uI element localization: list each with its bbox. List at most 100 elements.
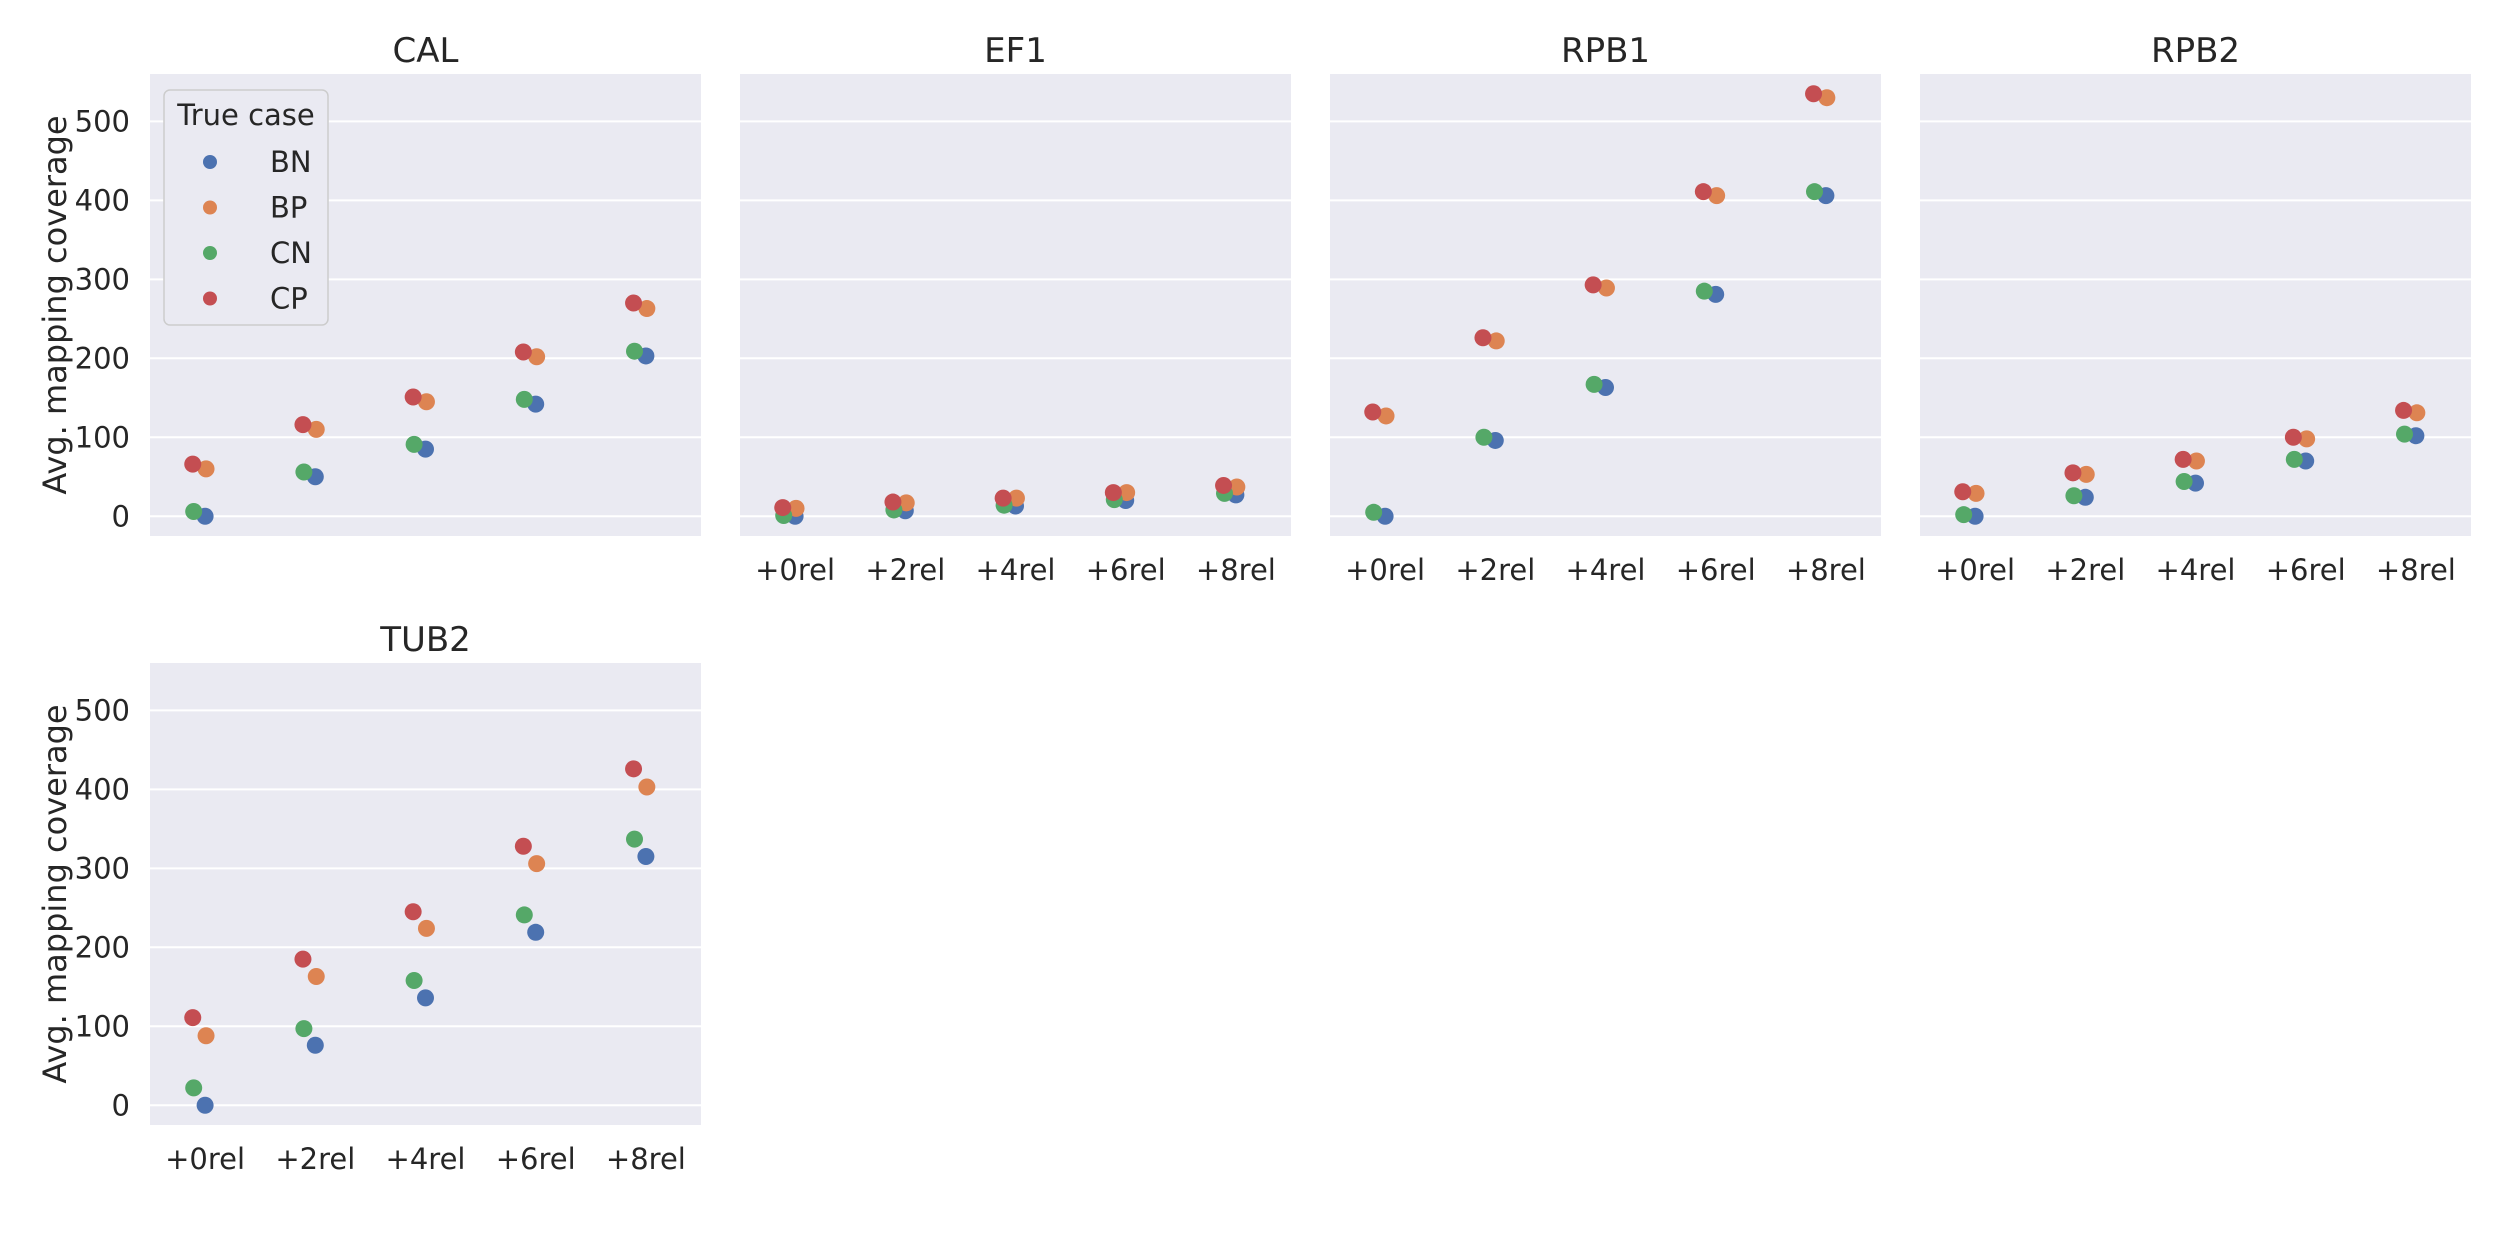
data-point-cp bbox=[994, 489, 1012, 507]
data-point-cn bbox=[185, 1079, 203, 1097]
data-point-cn bbox=[2396, 425, 2413, 443]
data-point-bp bbox=[1487, 332, 1505, 350]
data-point-cn bbox=[185, 503, 203, 521]
data-point-cp bbox=[294, 416, 312, 434]
legend-marker-bn bbox=[203, 155, 217, 169]
data-point-bp bbox=[2408, 404, 2426, 422]
x-tick-label: +8rel bbox=[1786, 553, 1866, 587]
panel-title: CAL bbox=[393, 31, 459, 71]
y-tick-label: 500 bbox=[75, 104, 130, 138]
panel-title: RPB1 bbox=[1561, 31, 1650, 71]
y-tick-label: 100 bbox=[75, 1009, 130, 1043]
x-tick-label: +8rel bbox=[2376, 553, 2456, 587]
data-point-cn bbox=[626, 342, 643, 360]
data-point-bp bbox=[2077, 465, 2095, 483]
data-point-cn bbox=[405, 435, 423, 453]
data-point-cp bbox=[404, 903, 422, 921]
data-point-cp bbox=[1805, 85, 1823, 103]
x-tick-label: +6rel bbox=[2266, 553, 2346, 587]
data-point-bp bbox=[1118, 484, 1136, 502]
data-point-bn bbox=[306, 1036, 324, 1054]
y-tick-label: 200 bbox=[75, 930, 130, 964]
panel-title: RPB2 bbox=[2151, 31, 2240, 71]
data-point-cn bbox=[1585, 375, 1603, 393]
data-point-cn bbox=[1475, 428, 1493, 446]
data-point-bp bbox=[638, 300, 656, 318]
x-tick-label: +4rel bbox=[386, 1142, 466, 1176]
y-tick-label: 100 bbox=[75, 420, 130, 454]
y-tick-label: 400 bbox=[75, 183, 130, 217]
data-point-cp bbox=[1215, 476, 1233, 494]
data-point-cp bbox=[514, 837, 532, 855]
data-point-bp bbox=[1818, 89, 1836, 107]
data-point-cn bbox=[1806, 183, 1823, 201]
data-point-bp bbox=[1708, 187, 1726, 205]
legend-marker-cn bbox=[203, 246, 217, 260]
data-point-bp bbox=[1597, 279, 1615, 297]
data-point-cn bbox=[1695, 282, 1713, 300]
data-point-cp bbox=[184, 1009, 202, 1027]
panel-title: EF1 bbox=[984, 31, 1047, 71]
data-point-bp bbox=[417, 393, 435, 411]
data-point-cp bbox=[1694, 183, 1712, 201]
data-point-bp bbox=[638, 778, 656, 796]
data-point-cp bbox=[625, 760, 643, 778]
data-point-bp bbox=[417, 919, 435, 937]
data-point-cp bbox=[884, 493, 902, 511]
panel-background bbox=[150, 663, 701, 1125]
data-point-cn bbox=[2285, 450, 2303, 468]
panel-background bbox=[740, 74, 1291, 536]
data-point-bp bbox=[307, 968, 325, 986]
data-point-bp bbox=[528, 348, 546, 366]
data-point-bp bbox=[1967, 484, 1985, 502]
x-tick-label: +0rel bbox=[1345, 553, 1425, 587]
legend-label: BN bbox=[270, 145, 312, 179]
data-point-cp bbox=[1584, 276, 1602, 294]
y-tick-label: 0 bbox=[112, 1088, 130, 1122]
y-axis-label: Avg. mapping coverage bbox=[36, 115, 74, 494]
legend-label: CN bbox=[270, 236, 312, 270]
data-point-cp bbox=[514, 343, 532, 361]
data-point-cp bbox=[1474, 329, 1492, 347]
data-point-cp bbox=[1104, 484, 1122, 502]
data-point-bp bbox=[897, 494, 915, 512]
data-point-bp bbox=[197, 1027, 215, 1045]
data-point-bp bbox=[2298, 430, 2316, 448]
data-point-bp bbox=[2187, 452, 2205, 470]
legend-label: CP bbox=[270, 282, 308, 316]
data-point-cn bbox=[515, 390, 533, 408]
x-tick-label: +0rel bbox=[1935, 553, 2015, 587]
x-tick-label: +8rel bbox=[1196, 553, 1276, 587]
data-point-cp bbox=[625, 294, 643, 312]
data-point-bn bbox=[417, 989, 434, 1007]
data-point-bp bbox=[787, 499, 805, 517]
data-point-cp bbox=[404, 388, 422, 406]
x-tick-label: +2rel bbox=[1455, 553, 1535, 587]
data-point-cp bbox=[2174, 450, 2192, 468]
legend-marker-cp bbox=[203, 291, 217, 306]
data-point-cp bbox=[184, 455, 202, 473]
data-point-cn bbox=[2175, 473, 2193, 491]
data-point-bn bbox=[196, 1096, 214, 1114]
legend-marker-bp bbox=[203, 200, 217, 215]
x-tick-label: +6rel bbox=[1676, 553, 1756, 587]
data-point-cn bbox=[1365, 503, 1383, 521]
panel-title: TUB2 bbox=[379, 620, 471, 660]
x-tick-label: +4rel bbox=[976, 553, 1056, 587]
x-tick-label: +6rel bbox=[496, 1142, 576, 1176]
x-tick-label: +6rel bbox=[1086, 553, 1166, 587]
x-tick-label: +2rel bbox=[865, 553, 945, 587]
y-tick-label: 400 bbox=[75, 772, 130, 806]
data-point-cp bbox=[1364, 403, 1382, 421]
data-point-cn bbox=[295, 1020, 313, 1038]
data-point-cp bbox=[1954, 483, 1972, 501]
data-point-bn bbox=[527, 923, 545, 941]
y-tick-label: 200 bbox=[75, 341, 130, 375]
data-point-cp bbox=[774, 499, 792, 517]
x-tick-label: +4rel bbox=[1566, 553, 1646, 587]
x-tick-label: +4rel bbox=[2156, 553, 2236, 587]
data-point-cp bbox=[294, 950, 312, 968]
data-point-cn bbox=[295, 463, 313, 481]
x-tick-label: +2rel bbox=[2045, 553, 2125, 587]
data-point-bp bbox=[1007, 489, 1025, 507]
